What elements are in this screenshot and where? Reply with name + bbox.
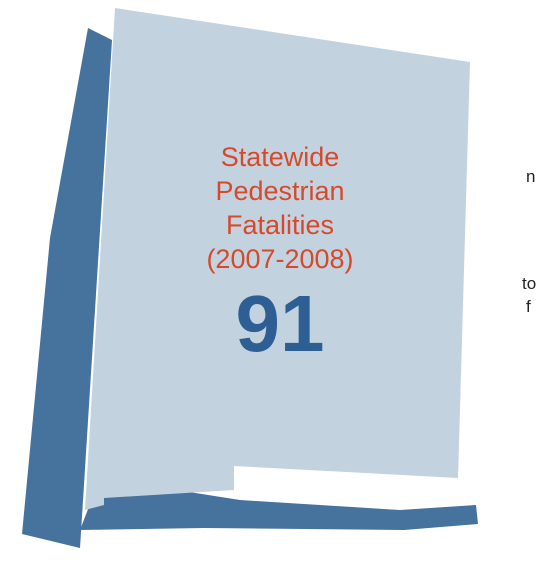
callout-title-line: Fatalities	[225, 210, 335, 240]
cropped-text-fragment: n	[526, 167, 536, 186]
state-outline-shape	[85, 8, 470, 510]
state-shadow-shape	[22, 28, 112, 548]
fatalities-callout: Statewide Pedestrian Fatalities (2007-20…	[160, 140, 400, 368]
callout-title-line: (2007-2008)	[206, 244, 354, 274]
callout-title-line: Pedestrian	[215, 176, 345, 206]
cropped-text-fragment: f	[526, 297, 531, 316]
cropped-text-fragment: to	[522, 274, 537, 293]
fatalities-count: 91	[235, 279, 325, 368]
callout-title-line: Statewide	[220, 142, 340, 172]
